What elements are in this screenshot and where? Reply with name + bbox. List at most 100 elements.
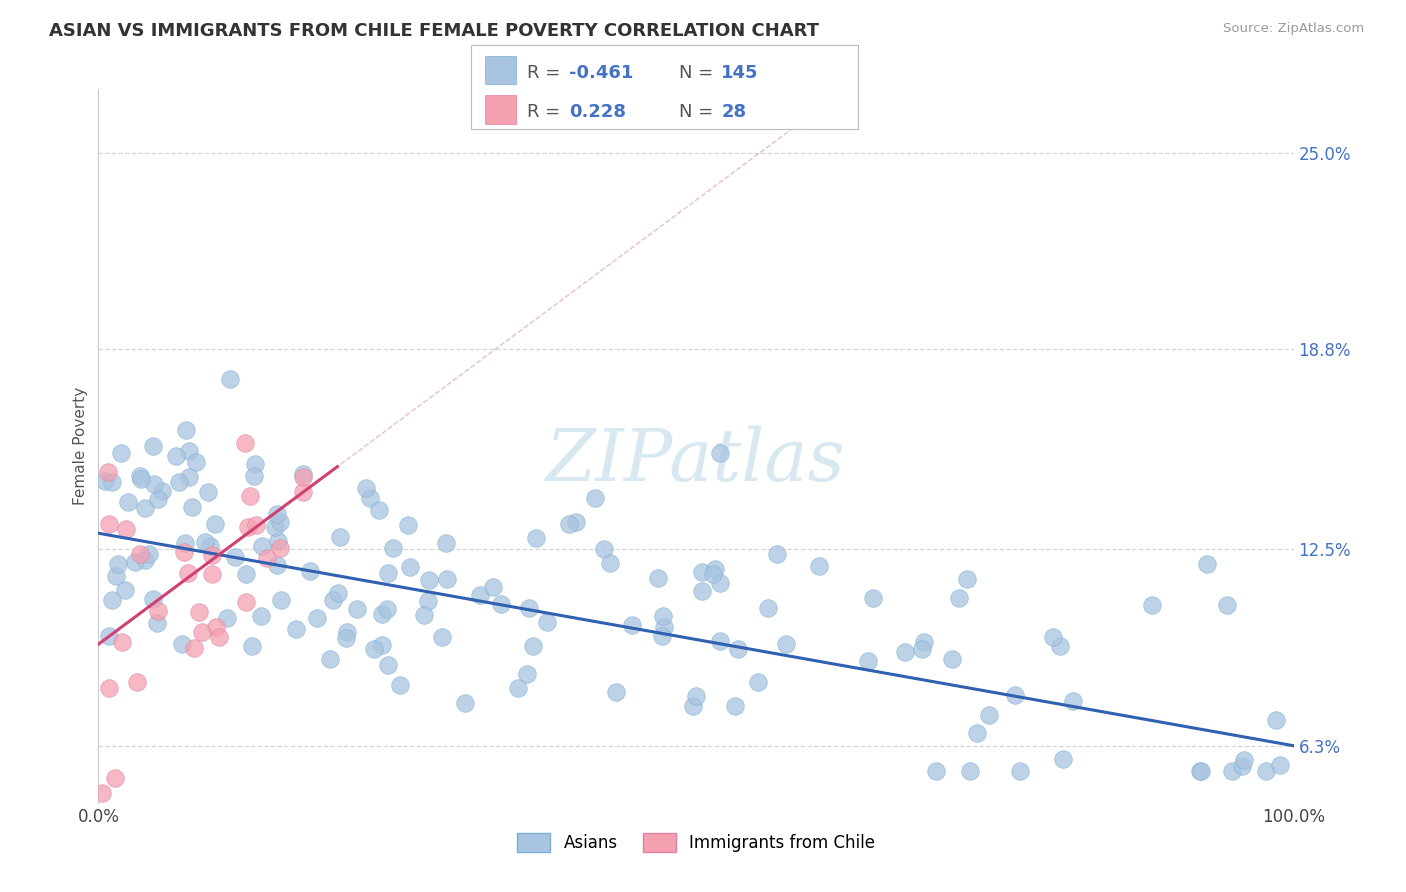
Point [236,519,259,533]
Point [134,501,156,516]
Point [1008,764,1031,778]
Point [893,645,915,659]
Point [142,439,165,453]
Point [517,601,540,615]
Point [110,446,132,460]
Point [491,598,513,612]
Point [558,516,581,531]
Point [620,617,643,632]
Point [756,601,779,615]
Point [418,573,440,587]
Point [1256,764,1278,778]
Point [269,515,291,529]
Point [652,608,675,623]
Point [264,520,287,534]
Point [862,591,884,605]
Point [336,624,359,639]
Point [93,474,115,488]
Text: ZIPatlas: ZIPatlas [546,425,846,496]
Point [129,469,152,483]
Point [453,696,475,710]
Point [146,491,169,506]
Point [470,588,492,602]
Point [335,631,357,645]
Point [1233,753,1256,767]
Point [194,535,217,549]
Point [709,633,731,648]
Point [856,654,879,668]
Point [174,536,197,550]
Point [307,611,329,625]
Point [690,566,713,580]
Point [115,523,138,537]
Point [1062,694,1084,708]
Point [235,566,257,581]
Point [524,531,547,545]
Point [270,593,292,607]
Point [747,675,769,690]
Point [269,541,291,555]
Point [142,477,165,491]
Point [177,566,200,580]
Point [418,594,440,608]
Point [592,541,614,556]
Point [165,450,187,464]
Point [235,595,257,609]
Legend: Asians, Immigrants from Chile: Asians, Immigrants from Chile [510,826,882,859]
Point [179,444,201,458]
Point [1004,688,1026,702]
Point [205,620,228,634]
Point [766,547,789,561]
Text: R =: R = [527,103,567,121]
Point [652,620,675,634]
Point [377,566,399,580]
Point [724,699,747,714]
Point [98,681,121,695]
Point [104,771,127,785]
Point [191,624,214,639]
Point [200,539,222,553]
Point [114,583,136,598]
Point [599,557,621,571]
Point [204,517,226,532]
Point [583,491,606,506]
Point [104,569,127,583]
Point [925,764,948,778]
Point [956,572,979,586]
Point [169,475,191,489]
Point [682,699,704,714]
Text: -0.461: -0.461 [569,63,634,81]
Point [692,584,714,599]
Point [326,585,349,599]
Point [243,469,266,483]
Point [90,786,112,800]
Point [911,641,934,656]
Point [516,667,538,681]
Point [224,549,246,564]
Point [388,678,411,692]
Point [329,530,352,544]
Point [172,637,194,651]
Point [775,637,797,651]
Point [371,607,394,621]
Point [101,475,124,489]
Point [436,572,458,586]
Y-axis label: Female Poverty: Female Poverty [73,387,89,505]
Point [536,615,558,629]
Point [142,591,165,606]
Point [1042,630,1064,644]
Point [101,592,124,607]
Point [647,572,669,586]
Point [128,547,150,561]
Point [197,484,219,499]
Point [107,557,129,571]
Point [187,606,209,620]
Point [482,580,505,594]
Point [292,470,315,484]
Point [354,481,377,495]
Point [219,372,242,386]
Point [368,503,391,517]
Point [399,560,422,574]
Point [180,500,202,514]
Point [256,551,278,566]
